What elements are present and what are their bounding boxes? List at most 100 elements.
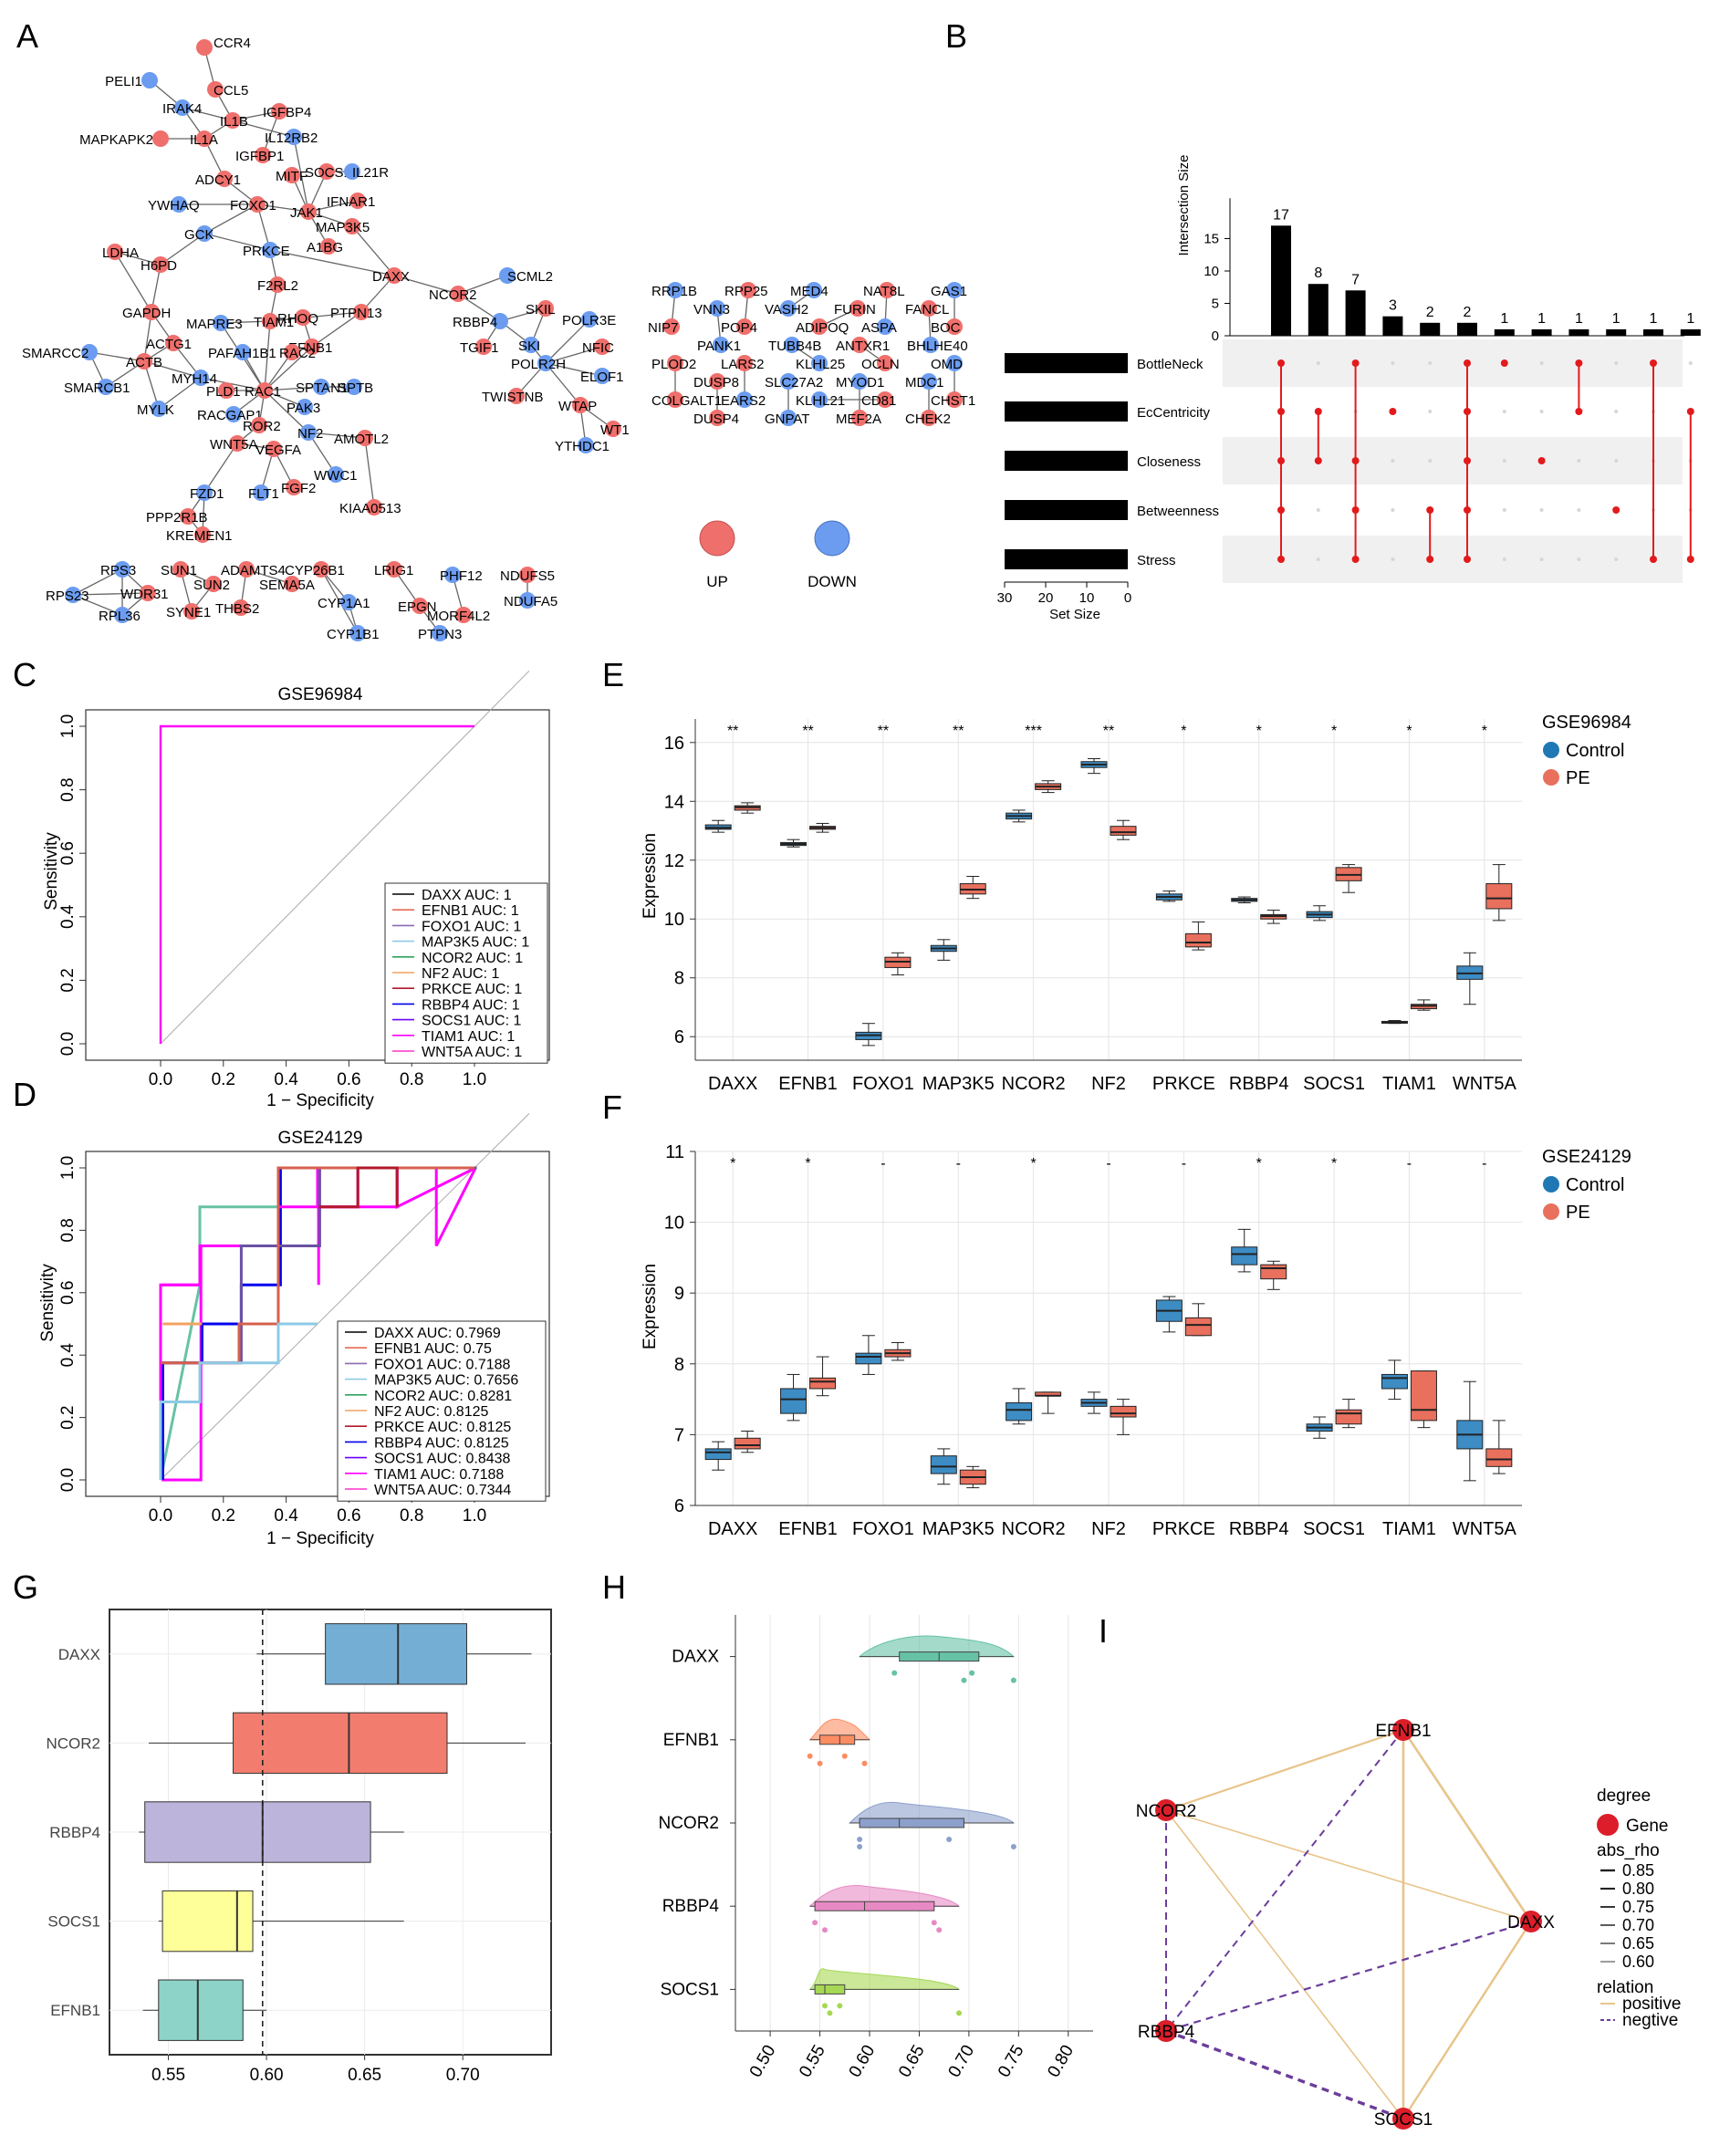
network-edge xyxy=(545,362,581,406)
upset-matrix-dot xyxy=(1686,556,1694,563)
network-edge xyxy=(545,346,603,364)
network-node-dot xyxy=(98,379,114,395)
network-node-dot xyxy=(811,391,828,408)
upset-bar-ytick-label: 15 xyxy=(1204,232,1219,247)
correlation-legend: degree Gene abs_rho 0.850.800.750.700.65… xyxy=(1597,1786,1681,2030)
network-node-label: MAP3K5 xyxy=(316,220,370,235)
upset-bar-label: 2 xyxy=(1464,305,1472,320)
box-body xyxy=(1006,1401,1033,1422)
network-node: RPS3 xyxy=(100,561,136,578)
network-node: PTPN3 xyxy=(418,625,462,642)
network-node: RBBP4 xyxy=(453,313,508,330)
roc-c-plot: 0.0 0.0 0.2 0.2 0.4 0.4 0.6 0.6 0.8 0.8 1.0 1.0 DAXX… xyxy=(58,670,550,1089)
roc-legend-entry: NF2 AUC: 1 xyxy=(422,966,499,982)
raincloud-ytick-label: EFNB1 xyxy=(663,1731,719,1750)
network-node: SKI xyxy=(518,337,540,354)
upset-set-tick-label: 10 xyxy=(1079,590,1095,606)
raincloud-h-plot: 0.50 0.55 0.60 0.65 0.70 0.75 0.80 DAXX EFNB1 NCO… xyxy=(658,1615,1093,2081)
network-edge xyxy=(307,432,337,475)
network-node-dot xyxy=(349,193,366,209)
network-node-label: RRP1B xyxy=(651,284,697,299)
raincloud-point xyxy=(891,1670,898,1676)
box-xtick-label: NCOR2 xyxy=(1002,1519,1066,1539)
network-node-dot xyxy=(213,315,229,331)
network-node-dot xyxy=(255,147,271,163)
box-g-body xyxy=(144,1801,371,1863)
upset-matrix-dot xyxy=(1537,457,1546,464)
upset-row-band xyxy=(1223,339,1683,387)
legend-absrho-items: 0.850.800.750.700.650.60 xyxy=(1600,1861,1654,1971)
raincloud-ytick-label: SOCS1 xyxy=(661,1980,719,1999)
network-node-dot xyxy=(508,388,525,404)
legend-down-dot xyxy=(814,520,850,557)
network-node-dot xyxy=(207,81,224,98)
upset-matrix-dot xyxy=(1686,408,1694,415)
legend-positive-label: positive xyxy=(1622,1995,1681,2014)
network-edge xyxy=(351,225,395,276)
raincloud-density xyxy=(858,1635,1016,1658)
network-node-dot xyxy=(136,353,152,370)
network-node: IL1B xyxy=(220,112,248,130)
upset-matrix-empty-dot xyxy=(1428,361,1433,365)
upset-matrix-empty-dot xyxy=(1577,557,1581,561)
panel-label-b: B xyxy=(945,17,967,55)
network-node-dot xyxy=(849,300,866,317)
network-node-label: OMD xyxy=(931,357,963,372)
network-node-dot xyxy=(251,417,267,433)
upset-matrix-empty-dot xyxy=(1539,508,1544,512)
raincloud-xtick-label: 0.70 xyxy=(945,2042,979,2081)
upset-set-tick-label: 20 xyxy=(1038,590,1054,606)
legend-negative-label: negtive xyxy=(1622,2011,1678,2030)
network-edge xyxy=(200,377,266,391)
roc-legend-entry: FOXO1 AUC: 1 xyxy=(422,919,521,934)
box-f-plot: 6 7 8 9 10 11 DAXX * EFNB1 * FOXO1 - MAP3K5 - NCOR2 * NF… xyxy=(664,1142,1522,1539)
network-node-dot xyxy=(366,499,382,516)
raincloud-ytick-label: NCOR2 xyxy=(658,1814,719,1833)
box-xtick-label: MAP3K5 xyxy=(922,1074,995,1094)
network-node-label: F2RL2 xyxy=(257,278,298,294)
upset-bar-label: 7 xyxy=(1351,272,1360,287)
network-node: SEMA5A xyxy=(259,576,315,593)
network-node-label: IL1B xyxy=(220,114,248,130)
network-node: PAK3 xyxy=(287,399,320,416)
network-node-dot xyxy=(475,339,492,355)
roc-d-curve xyxy=(159,1322,318,1480)
roc-ytick-label: 0.8 xyxy=(58,1218,78,1242)
network-node-label: RHOQ xyxy=(277,311,318,327)
raincloud-xtick-label: 0.75 xyxy=(995,2042,1028,2081)
box-g-xtick-label: 0.65 xyxy=(348,2066,381,2085)
network-node: MYLK xyxy=(137,401,174,418)
network-node: NIP7 xyxy=(648,318,680,336)
box-body xyxy=(1110,826,1137,836)
box-xtick-label: SOCS1 xyxy=(1303,1074,1365,1094)
raincloud-point xyxy=(812,1920,818,1926)
network-node-label: NDUFS5 xyxy=(500,568,555,584)
network-node-label: MYH14 xyxy=(172,371,217,387)
box-g-body xyxy=(325,1623,468,1685)
upset-bar-ytick-label: 10 xyxy=(1204,264,1219,279)
correlation-network-plot: EFNB1 NCOR2 DAXX RBBP4 SOCS1 xyxy=(1136,1719,1555,2130)
network-node-dot xyxy=(318,163,335,180)
network-node-label: BHLHE40 xyxy=(907,339,968,354)
network-edge xyxy=(311,311,362,348)
network-node-dot xyxy=(946,391,963,408)
panel-label-g: G xyxy=(13,1568,38,1606)
upset-bar xyxy=(1643,328,1663,336)
roc-c-curve xyxy=(159,724,474,1044)
box-ytick-label: 7 xyxy=(674,1425,684,1445)
network-node: KREMEN1 xyxy=(166,526,233,544)
roc-c-title: GSE96984 xyxy=(278,685,363,704)
network-node-label: WT1 xyxy=(600,422,630,438)
roc-xtick-label: 0.6 xyxy=(337,1506,360,1526)
roc-xtick-label: 0.4 xyxy=(274,1506,298,1526)
box-xtick-label: NCOR2 xyxy=(1002,1074,1066,1094)
network-node: CYP26B1 xyxy=(285,561,345,578)
panel-label-h: H xyxy=(602,1568,626,1606)
network-edge xyxy=(320,568,359,634)
box-g-body xyxy=(233,1712,448,1775)
network-node-dot xyxy=(224,112,241,129)
upset-matrix-empty-dot xyxy=(1502,459,1506,463)
network-node-dot xyxy=(736,355,753,371)
network-node-dot xyxy=(349,625,366,641)
box-g-ytick-label: SOCS1 xyxy=(47,1913,100,1931)
